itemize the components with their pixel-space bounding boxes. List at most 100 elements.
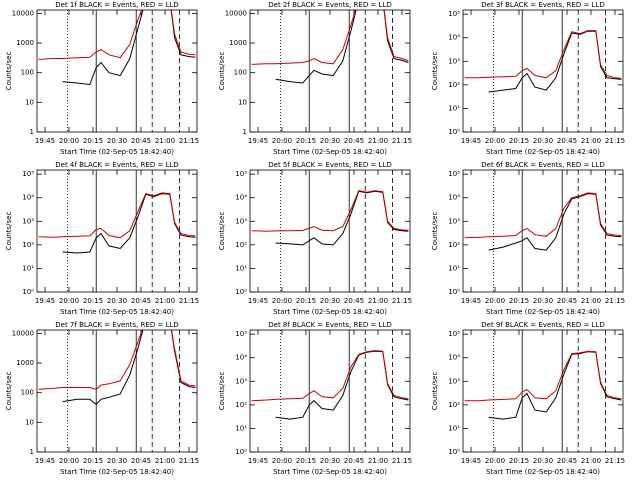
panel-title: Det 9f BLACK = Events, RED = LLD: [481, 321, 604, 329]
x-tick-label: 20:00: [272, 137, 292, 145]
panel: Det 8f BLACK = Events, RED = LLD Start Ti…: [218, 321, 412, 476]
panel-title: Det 6f BLACK = Events, RED = LLD: [481, 161, 604, 169]
x-axis-label: Start Time (02-Sep-05 18:42:40): [486, 148, 600, 156]
y-tick-label: 10¹: [235, 424, 247, 432]
x-tick-label: 20:15: [83, 297, 103, 305]
y-tick-label: 10⁰: [448, 128, 460, 136]
panel: Det 1f BLACK = Events, RED = LLD Start Ti…: [5, 1, 199, 156]
y-tick-label: 10³: [235, 217, 247, 225]
x-tick-label: 21:00: [581, 137, 601, 145]
x-tick-label: 19:45: [248, 457, 268, 465]
x-tick-label: 20:00: [272, 457, 292, 465]
y-tick-label: 10²: [235, 401, 247, 409]
y-axis-label: Counts/sec: [218, 52, 226, 91]
panel: Det 7f BLACK = Events, RED = LLD Start Ti…: [5, 321, 199, 476]
plot-frame: [249, 329, 411, 453]
y-tick-label: 10²: [448, 241, 460, 249]
x-tick-label: 20:45: [344, 297, 364, 305]
y-tick-label: 10⁵: [448, 170, 460, 178]
series-line: [488, 193, 622, 251]
x-tick-label: 19:45: [35, 297, 55, 305]
panel-title: Det 8f BLACK = Events, RED = LLD: [268, 321, 391, 329]
y-tick-label: 10⁰: [22, 288, 34, 296]
x-tick-label: 19:45: [248, 137, 268, 145]
x-tick-label: 20:15: [509, 297, 529, 305]
series-line: [275, 350, 409, 420]
x-axis-label: Start Time (02-Sep-05 18:42:40): [273, 148, 387, 156]
y-tick-label: 10: [25, 418, 34, 426]
y-tick-label: 10²: [448, 81, 460, 89]
panel: Det 4f BLACK = Events, RED = LLD Start Ti…: [5, 161, 199, 316]
y-tick-label: 1: [30, 128, 34, 136]
series-line: [62, 10, 196, 86]
panel: Det 3f BLACK = Events, RED = LLD Start Ti…: [431, 1, 625, 156]
y-tick-label: 1000: [16, 39, 34, 47]
x-tick-label: 20:30: [107, 457, 127, 465]
panel-title: Det 2f BLACK = Events, RED = LLD: [268, 1, 391, 9]
x-tick-label: 21:00: [581, 457, 601, 465]
series-line: [488, 351, 622, 420]
x-tick-label: 20:00: [59, 297, 79, 305]
x-tick-label: 20:45: [131, 137, 151, 145]
y-tick-label: 10³: [448, 57, 460, 65]
series-line: [275, 190, 409, 246]
x-tick-label: 20:45: [344, 457, 364, 465]
x-tick-label: 21:15: [605, 297, 625, 305]
x-tick-label: 20:00: [59, 137, 79, 145]
series-line: [38, 10, 196, 60]
y-tick-label: 10²: [235, 241, 247, 249]
x-tick-label: 20:00: [59, 457, 79, 465]
y-axis-label: Counts/sec: [431, 52, 439, 91]
y-tick-label: 10000: [12, 9, 34, 17]
y-tick-label: 10⁵: [235, 330, 247, 338]
y-axis-label: Counts/sec: [5, 212, 13, 251]
x-tick-label: 19:45: [35, 457, 55, 465]
panel-title: Det 5f BLACK = Events, RED = LLD: [268, 161, 391, 169]
y-axis-label: Counts/sec: [218, 372, 226, 411]
y-tick-label: 1: [243, 128, 247, 136]
panel-title: Det 1f BLACK = Events, RED = LLD: [55, 1, 178, 9]
y-tick-label: 10⁴: [448, 354, 460, 362]
y-tick-label: 10⁰: [235, 448, 247, 456]
y-tick-label: 10²: [22, 241, 34, 249]
y-tick-label: 10¹: [448, 424, 460, 432]
x-tick-label: 20:15: [296, 137, 316, 145]
y-tick-label: 10⁵: [235, 170, 247, 178]
series-line: [464, 192, 622, 239]
x-tick-label: 21:15: [179, 137, 199, 145]
y-tick-label: 10³: [22, 217, 34, 225]
series-line: [464, 30, 622, 79]
series-line: [38, 192, 196, 239]
series-line: [251, 350, 409, 402]
x-axis-label: Start Time (02-Sep-05 18:42:40): [486, 308, 600, 316]
x-tick-label: 20:30: [533, 297, 553, 305]
x-axis-label: Start Time (02-Sep-05 18:42:40): [273, 468, 387, 476]
y-tick-label: 10⁴: [235, 194, 247, 202]
x-tick-label: 21:00: [155, 137, 175, 145]
x-tick-label: 21:15: [179, 297, 199, 305]
y-axis-label: Counts/sec: [431, 372, 439, 411]
x-axis-label: Start Time (02-Sep-05 18:42:40): [60, 148, 174, 156]
x-tick-label: 20:15: [83, 457, 103, 465]
x-tick-label: 20:45: [557, 457, 577, 465]
x-tick-label: 19:45: [461, 457, 481, 465]
x-tick-label: 21:00: [581, 297, 601, 305]
x-tick-label: 19:45: [461, 297, 481, 305]
y-tick-label: 10⁰: [448, 288, 460, 296]
x-tick-label: 21:00: [368, 457, 388, 465]
y-tick-label: 10¹: [22, 264, 34, 272]
series-line: [488, 30, 622, 93]
panel: Det 2f BLACK = Events, RED = LLD Start Ti…: [218, 1, 412, 156]
plot-frame: [249, 9, 411, 133]
y-tick-label: 10⁴: [448, 34, 460, 42]
x-tick-label: 21:00: [155, 297, 175, 305]
x-tick-label: 21:15: [605, 137, 625, 145]
panel-title: Det 4f BLACK = Events, RED = LLD: [55, 161, 178, 169]
x-tick-label: 21:15: [392, 297, 412, 305]
plot-frame: [249, 169, 411, 293]
y-tick-label: 10³: [448, 377, 460, 385]
x-axis-label: Start Time (02-Sep-05 18:42:40): [486, 468, 600, 476]
x-tick-label: 20:45: [557, 137, 577, 145]
y-tick-label: 10³: [235, 377, 247, 385]
